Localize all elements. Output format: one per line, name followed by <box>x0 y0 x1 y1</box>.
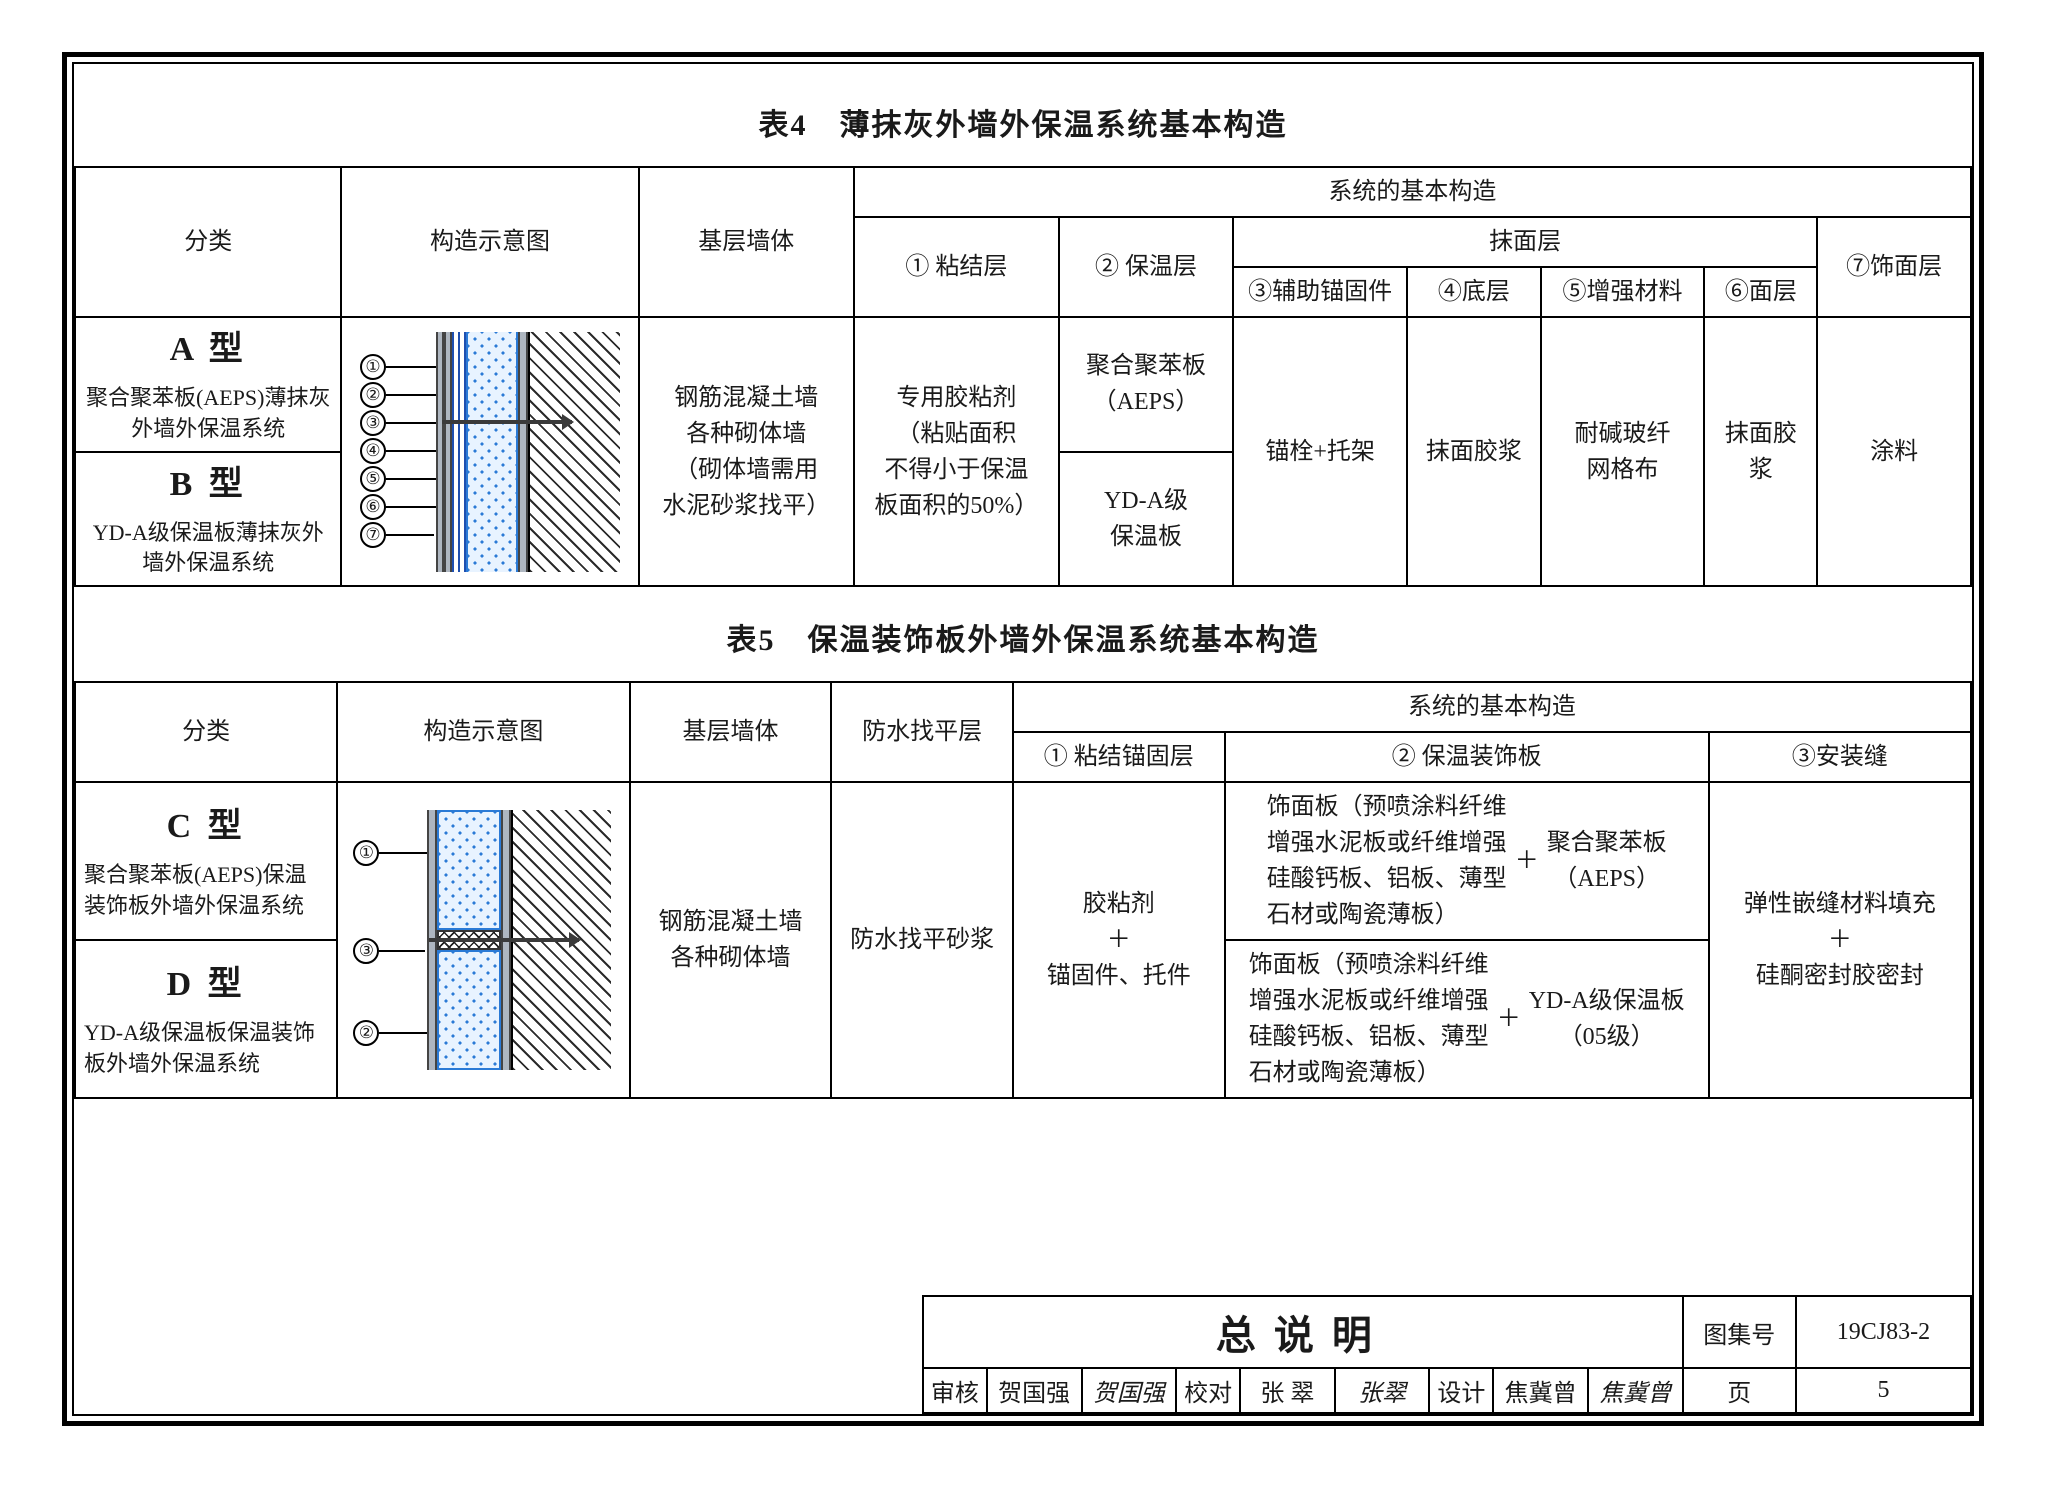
t5-C-c2-right: 聚合聚苯板 （AEPS） <box>1547 825 1667 897</box>
table5: 分类 构造示意图 基层墙体 防水找平层 系统的基本构造 ① 粘结锚固层 ② 保温… <box>74 681 1972 1099</box>
sig-design: 焦冀曾 <box>1588 1368 1683 1413</box>
t5-h-schematic: 构造示意图 <box>337 682 629 782</box>
t5-h-c3: ③安装缝 <box>1709 732 1971 782</box>
table4: 分类 构造示意图 基层墙体 系统的基本构造 ① 粘结层 ② 保温层 抹面层 ⑦饰… <box>74 166 1972 587</box>
t4-h-c5: ⑤增强材料 <box>1541 267 1705 317</box>
t5-C-sub: 聚合聚苯板(AEPS)保温装饰板外墙外保温系统 <box>84 860 328 922</box>
drawing-title: 总说明 <box>923 1296 1683 1368</box>
page-no: 5 <box>1796 1368 1971 1413</box>
t4-h-c2: ② 保温层 <box>1059 217 1233 317</box>
t4-c1: 专用胶粘剂 （粘贴面积 不得小于保温 板面积的50%） <box>854 317 1059 586</box>
schematic-num-1: ① <box>360 354 386 380</box>
sig-review: 贺国强 <box>1082 1368 1177 1413</box>
name-check: 张 翠 <box>1240 1368 1335 1413</box>
t4-B-c2: YD-A级 保温板 <box>1059 452 1233 587</box>
role-review: 审核 <box>923 1368 987 1413</box>
t5-D-c2: 饰面板（预喷涂料纤维 增强水泥板或纤维增强 硅酸钙板、铝板、薄型 石材或陶瓷薄板… <box>1225 940 1709 1098</box>
role-design: 设计 <box>1429 1368 1493 1413</box>
t5-h-c2: ② 保温装饰板 <box>1225 732 1709 782</box>
schematic-AB: ① ② ③ ④ ⑤ ⑥ ⑦ <box>360 332 620 572</box>
t4-B-type: B 型 <box>84 459 332 510</box>
t5-row-D: D 型 YD-A级保温板保温装饰板外墙外保温系统 <box>75 940 337 1098</box>
t4-B-sub: YD-A级保温板薄抹灰外墙外保温系统 <box>84 518 332 580</box>
table5-caption: 表5 保温装饰板外墙外保温系统基本构造 <box>74 587 1972 681</box>
t4-schematic-cell: ① ② ③ ④ ⑤ ⑥ ⑦ <box>341 317 638 586</box>
t5-C-c2-left: 饰面板（预喷涂料纤维 增强水泥板或纤维增强 硅酸钙板、铝板、薄型 石材或陶瓷薄板… <box>1267 789 1507 933</box>
t4-c4: 抹面胶浆 <box>1407 317 1540 586</box>
name-review: 贺国强 <box>987 1368 1082 1413</box>
t4-A-sub: 聚合聚苯板(AEPS)薄抹灰外墙外保温系统 <box>84 383 332 445</box>
t5-D-c2-join: ＋ <box>1497 1001 1521 1037</box>
t5-basewall: 钢筋混凝土墙 各种砌体墙 <box>630 782 832 1098</box>
t5-h-category: 分类 <box>75 682 337 782</box>
t4-A-type: A 型 <box>84 324 332 375</box>
t5-waterproof: 防水找平砂浆 <box>831 782 1013 1098</box>
page-label: 页 <box>1683 1368 1796 1413</box>
t4-h-category: 分类 <box>75 167 341 317</box>
t4-h-c7: ⑦饰面层 <box>1817 217 1971 317</box>
t4-c6: 抹面胶浆 <box>1704 317 1817 586</box>
t5-c1: 胶粘剂 ＋ 锚固件、托件 <box>1013 782 1225 1098</box>
t5-c3: 弹性嵌缝材料填充 ＋ 硅酮密封胶密封 <box>1709 782 1971 1098</box>
t4-basewall: 钢筋混凝土墙 各种砌体墙 （砌体墙需用 水泥砂浆找平） <box>639 317 854 586</box>
schematic-num-7: ⑦ <box>360 522 386 548</box>
t4-h-sysgroup: 系统的基本构造 <box>854 167 1971 217</box>
schematic2-num-2: ② <box>353 1020 379 1046</box>
t5-C-type: C 型 <box>84 801 328 852</box>
t5-D-c2-left: 饰面板（预喷涂料纤维 增强水泥板或纤维增强 硅酸钙板、铝板、薄型 石材或陶瓷薄板… <box>1249 947 1489 1091</box>
schematic-num-6: ⑥ <box>360 494 386 520</box>
t5-C-c2: 饰面板（预喷涂料纤维 增强水泥板或纤维增强 硅酸钙板、铝板、薄型 石材或陶瓷薄板… <box>1225 782 1709 940</box>
t4-h-c3: ③辅助锚固件 <box>1233 267 1407 317</box>
schematic-num-4: ④ <box>360 438 386 464</box>
t4-h-c1: ① 粘结层 <box>854 217 1059 317</box>
t4-c5: 耐碱玻纤 网格布 <box>1541 317 1705 586</box>
sig-check: 张翠 <box>1335 1368 1430 1413</box>
atlas-no: 19CJ83-2 <box>1796 1296 1971 1368</box>
t4-h-c6: ⑥面层 <box>1704 267 1817 317</box>
t5-schematic-cell: ① ② ③ <box>337 782 629 1098</box>
t5-D-c2-right: YD-A级保温板 （05级） <box>1529 983 1685 1055</box>
t4-h-schematic: 构造示意图 <box>341 167 638 317</box>
t4-row-A: A 型 聚合聚苯板(AEPS)薄抹灰外墙外保温系统 <box>75 317 341 452</box>
t4-h-c4: ④底层 <box>1407 267 1540 317</box>
t4-c7: 涂料 <box>1817 317 1971 586</box>
t4-c3: 锚栓+托架 <box>1233 317 1407 586</box>
schematic2-num-3: ③ <box>353 938 379 964</box>
schematic-num-3: ③ <box>360 410 386 436</box>
atlas-label: 图集号 <box>1683 1296 1796 1368</box>
t5-h-sysgroup: 系统的基本构造 <box>1013 682 1971 732</box>
schematic-num-5: ⑤ <box>360 466 386 492</box>
t5-C-c2-join: ＋ <box>1515 843 1539 879</box>
t5-D-type: D 型 <box>84 959 328 1010</box>
schematic2-num-1: ① <box>353 840 379 866</box>
name-design: 焦冀曾 <box>1493 1368 1588 1413</box>
t4-h-basewall: 基层墙体 <box>639 167 854 317</box>
t4-row-B: B 型 YD-A级保温板薄抹灰外墙外保温系统 <box>75 452 341 587</box>
t5-h-c1: ① 粘结锚固层 <box>1013 732 1225 782</box>
t5-h-waterproof: 防水找平层 <box>831 682 1013 782</box>
schematic-num-2: ② <box>360 382 386 408</box>
t5-D-sub: YD-A级保温板保温装饰板外墙外保温系统 <box>84 1018 328 1080</box>
schematic-CD: ① ② ③ <box>353 810 613 1070</box>
t5-h-basewall: 基层墙体 <box>630 682 832 782</box>
t4-h-mortar: 抹面层 <box>1233 217 1817 267</box>
role-check: 校对 <box>1176 1368 1240 1413</box>
t5-row-C: C 型 聚合聚苯板(AEPS)保温装饰板外墙外保温系统 <box>75 782 337 940</box>
t4-A-c2: 聚合聚苯板（AEPS） <box>1059 317 1233 452</box>
table4-caption: 表4 薄抹灰外墙外保温系统基本构造 <box>74 64 1972 166</box>
title-block: 总说明 图集号 19CJ83-2 审核 贺国强 贺国强 校对 张 翠 张翠 设计… <box>922 1295 1972 1414</box>
